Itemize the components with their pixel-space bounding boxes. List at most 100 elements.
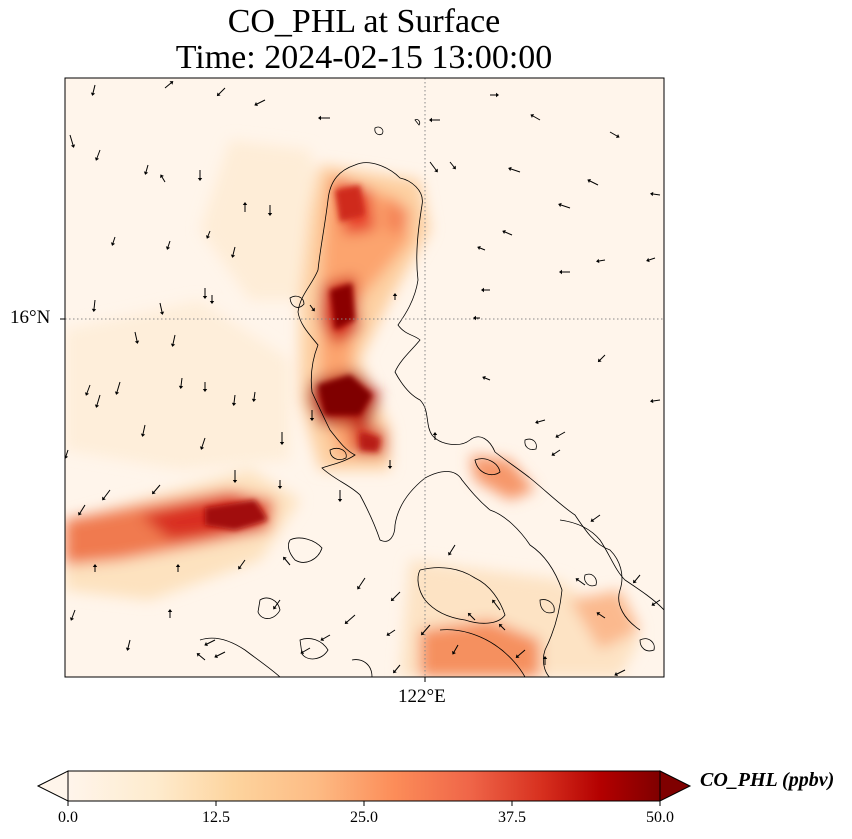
wind-arrow-head (78, 511, 82, 516)
colorbar-min-extend (36, 770, 69, 802)
wind-arrow (469, 614, 476, 621)
wind-arrow (346, 614, 356, 623)
wind-arrow-head (65, 455, 69, 459)
wind-arrow (69, 134, 74, 146)
wind-arrow (557, 431, 566, 437)
wind-arrow (201, 437, 206, 448)
wind-arrow-head (175, 564, 181, 567)
wind-arrow-head (650, 191, 654, 197)
wind-arrow-head (515, 654, 520, 658)
wind-arrow-head (114, 391, 120, 395)
wind-arrow (256, 99, 266, 105)
map-title: CO_PHL at Surface (227, 3, 501, 40)
wind-arrow (592, 514, 601, 521)
wind-arrow (253, 391, 256, 400)
wind-arrow (103, 489, 111, 499)
wind-arrow-head (94, 157, 100, 161)
wind-arrow (653, 599, 661, 605)
wind-arrow-head (309, 418, 315, 421)
wind-arrow (153, 484, 161, 493)
wind-arrow-head (590, 518, 595, 522)
wind-arrow (233, 394, 236, 404)
wind-arrow (358, 577, 366, 588)
wind-arrow-head (452, 650, 456, 655)
wind-arrow-head (125, 647, 131, 651)
wind-arrow-head (202, 389, 208, 392)
wind-arrow-head (558, 202, 562, 208)
wind-arrow (207, 230, 211, 237)
wind-arrow-head (232, 480, 238, 483)
wind-arrow-head (209, 301, 215, 304)
wind-arrow (284, 558, 291, 566)
wind-arrow-head (134, 340, 140, 344)
wind-arrow (218, 87, 226, 95)
wind-arrow (96, 149, 101, 159)
wind-arrow-head (337, 499, 343, 502)
wind-arrow (652, 193, 661, 196)
wind-arrow (274, 599, 281, 608)
wind-arrow (394, 664, 401, 672)
wind-arrow (216, 651, 226, 657)
wind-arrow-head (170, 343, 176, 347)
wind-arrow (159, 302, 163, 313)
wind-arrow (198, 654, 206, 661)
wind-arrow (172, 334, 176, 345)
wind-arrow-head (70, 144, 76, 148)
wind-vectors (65, 81, 661, 676)
wind-arrow-head (473, 315, 476, 321)
wind-arrow-head (387, 466, 393, 469)
wind-arrow (537, 419, 546, 423)
wind-arrow (449, 544, 456, 554)
wind-arrow-head (90, 92, 96, 96)
wind-arrow-head (311, 307, 315, 312)
colorbar-max-extend (659, 770, 692, 802)
wind-arrow (493, 601, 501, 611)
wind-arrow-head (279, 442, 285, 445)
wind-arrow-head (254, 102, 258, 106)
wind-arrow-head (633, 579, 637, 584)
wind-arrow (92, 84, 96, 94)
wind-arrow-head (559, 269, 562, 275)
wind-arrow-head (357, 585, 361, 590)
wind-arrow-head (542, 656, 548, 659)
wind-arrow (634, 574, 641, 582)
wind-arrow (577, 579, 586, 586)
wind-arrow (71, 609, 76, 619)
wind-arrow-head (251, 398, 257, 402)
wind-arrow-head (344, 620, 349, 624)
wind-arrow (322, 634, 331, 640)
colorbar-gradient (67, 770, 661, 802)
wind-arrow (500, 625, 506, 631)
colorbar-tick-label: 25.0 (350, 809, 378, 826)
wind-arrow (112, 236, 116, 244)
wind-arrow-head (169, 81, 174, 85)
wind-arrow-head (91, 308, 97, 312)
wind-arrow (517, 649, 526, 657)
wind-arrow-head (159, 311, 165, 315)
wind-arrow-head (273, 605, 277, 610)
wind-arrow-head (530, 114, 535, 118)
latitude-label: 16°N (10, 307, 51, 328)
wind-arrow-head (199, 446, 205, 450)
wind-arrow-head (238, 565, 242, 570)
wind-arrow-head (492, 599, 496, 604)
wind-arrow-head (498, 623, 503, 628)
colorbar-tick-label: 37.5 (498, 809, 526, 826)
wind-arrow (609, 131, 618, 137)
wind-arrow-head (178, 385, 184, 389)
wind-arrow-head (535, 419, 539, 425)
wind-arrow (86, 384, 91, 394)
wind-arrow (429, 161, 437, 171)
wind-arrow (504, 231, 513, 236)
colorbar-tick-label: 50.0 (646, 809, 674, 826)
colorbar-tick-label: 0.0 (58, 809, 78, 826)
wind-arrow-head (434, 168, 438, 173)
wind-arrow (79, 504, 86, 514)
wind-arrow (392, 591, 401, 600)
wind-arrow-head (555, 434, 560, 438)
wind-arrow-head (596, 258, 600, 264)
wind-arrow-head (320, 637, 325, 641)
wind-arrow-head (300, 650, 305, 654)
wind-arrow-head (587, 179, 591, 183)
